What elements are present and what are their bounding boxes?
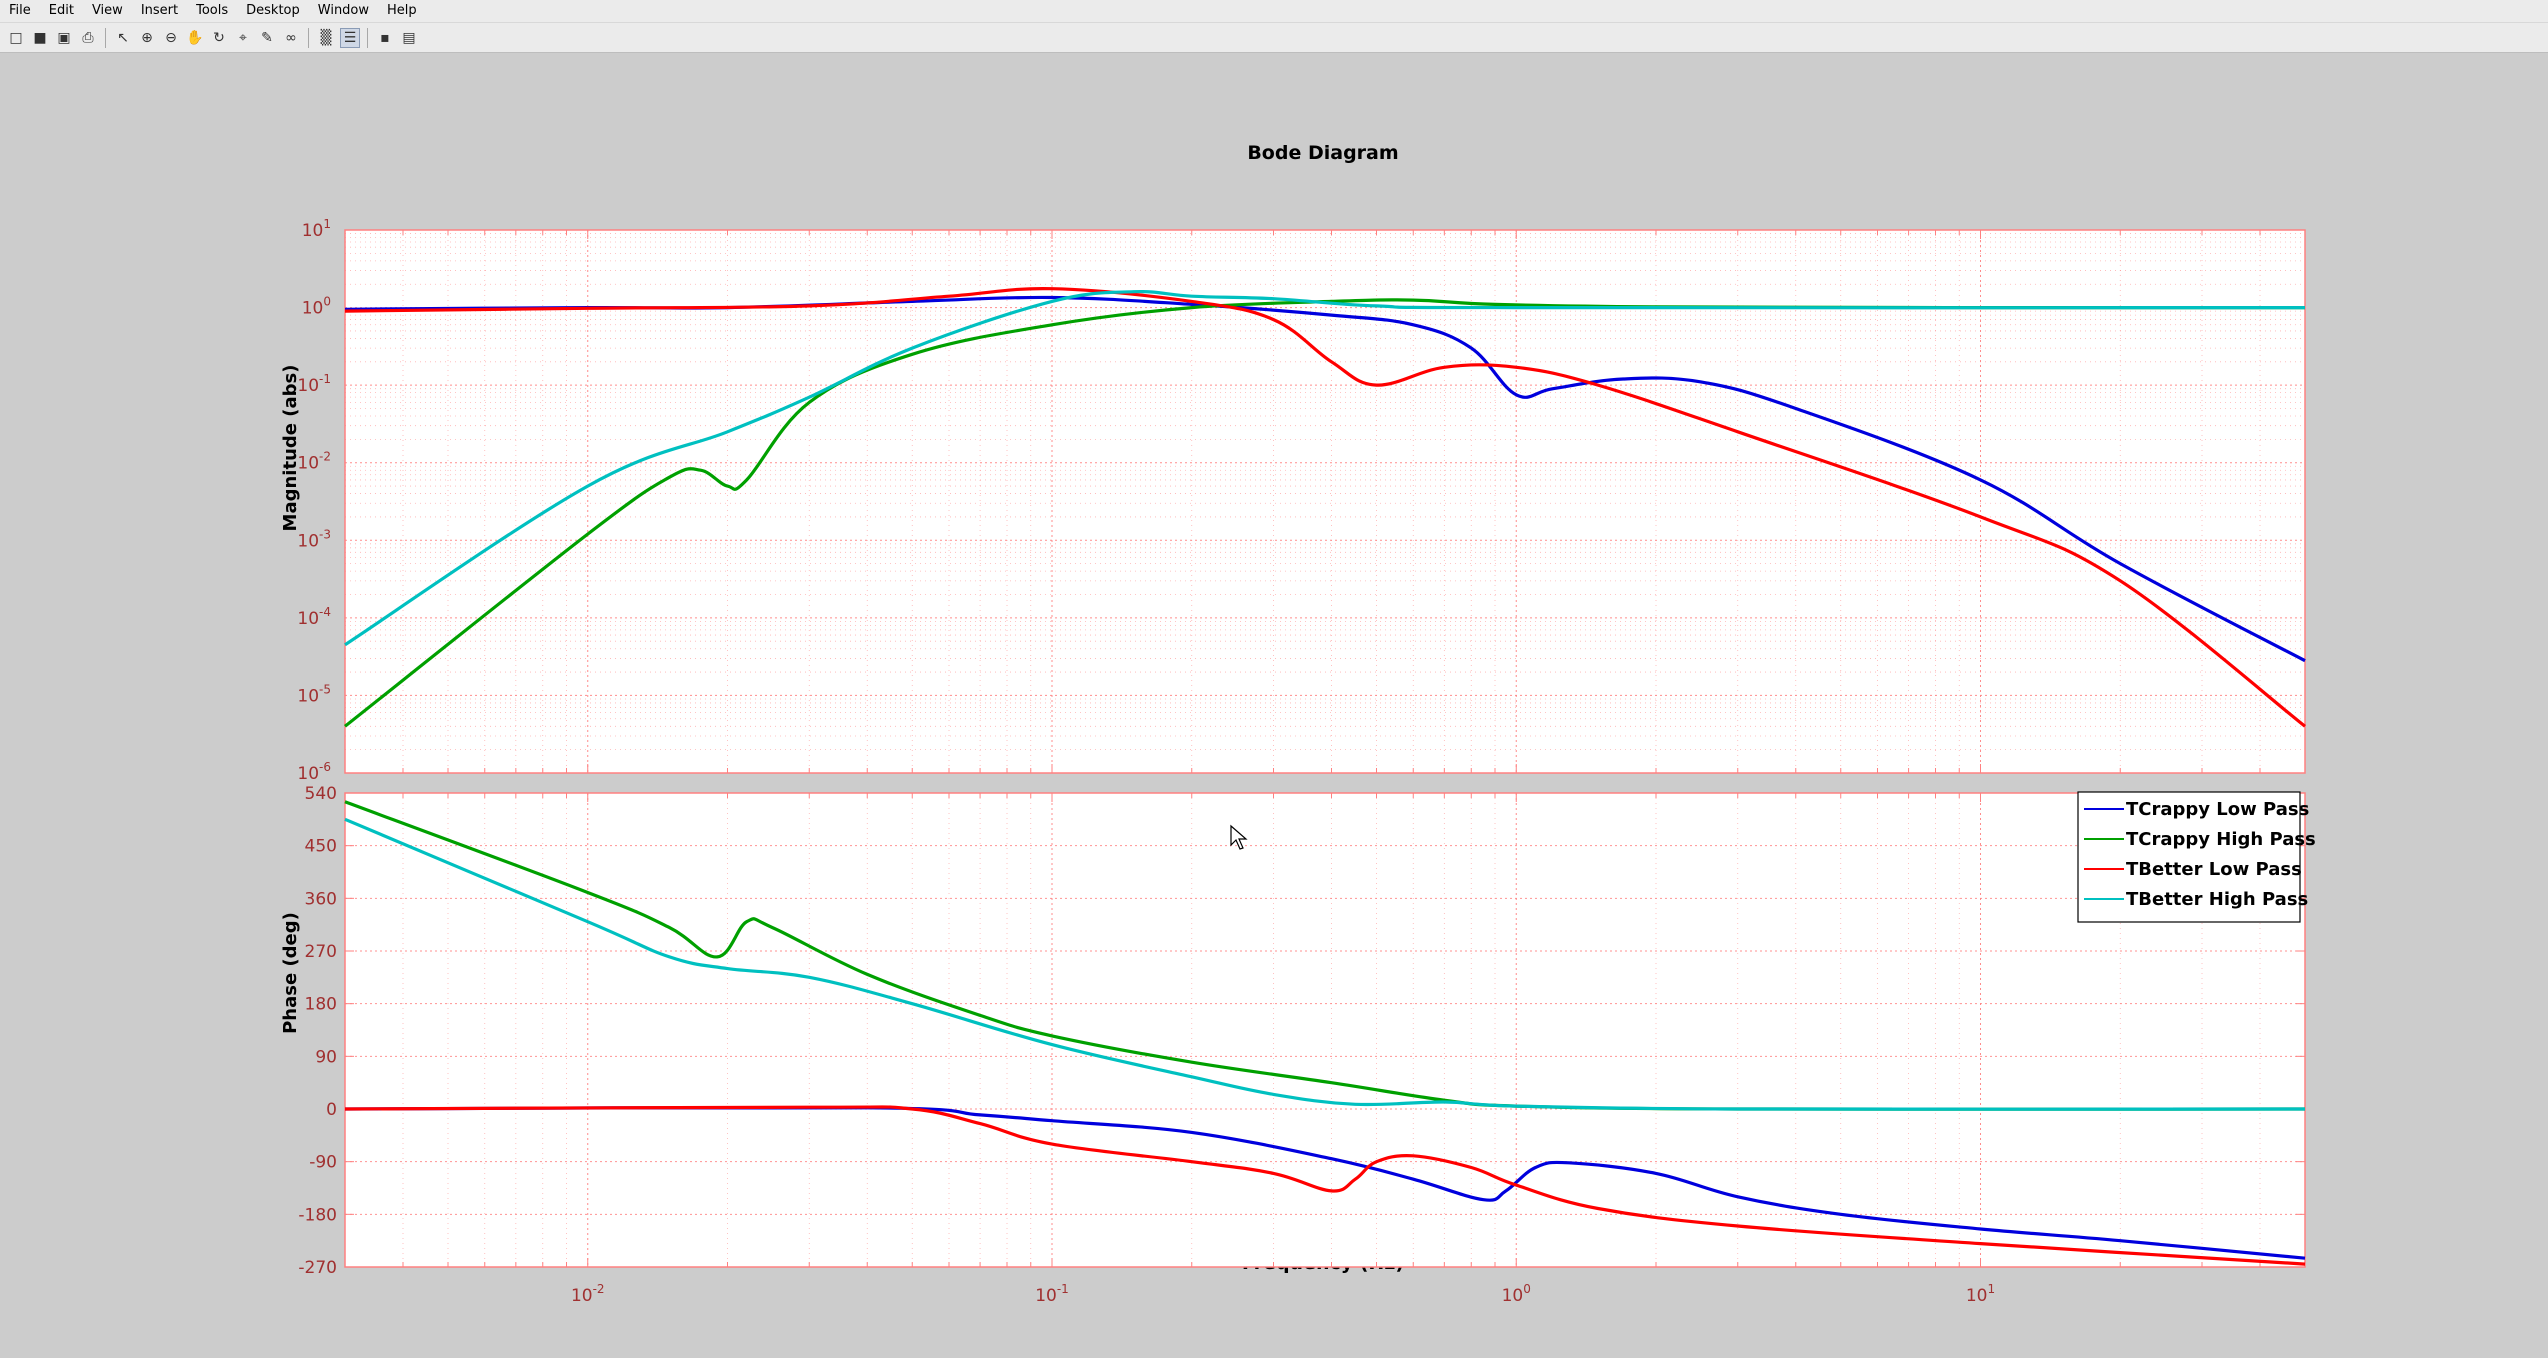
new-figure-icon[interactable]: □ [9,29,23,46]
magnitude-tick-label: 101 [302,217,331,241]
phase-tick-label: -270 [298,1258,337,1278]
legend-icon[interactable]: ☰ [340,27,360,48]
figure-canvas: Bode Diagram Frequency (Hz) Magnitude (a… [280,142,2316,1306]
phase-y-label: Phase (deg) [280,912,301,1034]
zoom-out-icon[interactable]: ⊖ [165,29,177,46]
x-tick-label: 10-1 [1035,1282,1069,1306]
data-cursor-icon[interactable]: ⌖ [239,29,247,46]
x-tick-label: 101 [1966,1282,1995,1306]
phase-tick-label: 360 [305,889,337,909]
x-tick-label: 100 [1502,1282,1531,1306]
figure-toolbar: □ ■ ▣ ⎙ ↖ ⊕ ⊖ ✋ ↻ ⌖ ✎ ∞ ▒ ☰ ▪ ▤ [0,23,2548,53]
show-plot-tools-icon[interactable]: ▤ [402,29,416,46]
magnitude-tick-label: 100 [302,295,331,319]
phase-line-tbetter-low-pass [344,1105,2306,1266]
phase-tick-label: 90 [315,1047,337,1067]
x-tick-label: 10-2 [571,1282,605,1306]
legend-entry: TBetter Low Pass [2126,859,2302,880]
magnitude-axes[interactable]: 101 100 10-1 10-2 10-3 10-4 10-5 10-6 [297,217,2306,784]
phase-tick-label: -180 [298,1205,337,1225]
open-file-icon[interactable]: ■ [33,29,47,46]
legend-entry: TCrappy High Pass [2126,829,2316,850]
menu-desktop[interactable]: Desktop [246,3,300,18]
legend-box [2077,791,2301,923]
link-plot-icon[interactable]: ∞ [285,29,297,46]
legend-entry: TBetter High Pass [2126,889,2308,910]
arrow-select-icon[interactable]: ↖ [117,29,129,46]
menu-file[interactable]: File [9,3,31,18]
magnitude-plot-area [345,230,2305,773]
phase-tick-label: 540 [305,784,337,804]
phase-plot-area [345,793,2305,1267]
legend[interactable]: TCrappy Low Pass TCrappy High Pass TBetter… [2077,791,2316,923]
menu-insert[interactable]: Insert [140,3,179,18]
magnitude-axes-box [344,229,2306,774]
phase-tick-label: 450 [305,837,337,857]
save-icon[interactable]: ▣ [57,29,71,46]
magnitude-tick-label: 10-3 [297,527,331,551]
menu-edit[interactable]: Edit [48,3,74,18]
mouse-pointer-icon [1230,824,1248,850]
rotate-icon[interactable]: ↻ [213,29,225,46]
hide-plot-tools-icon[interactable]: ▪ [380,29,390,46]
menu-tools[interactable]: Tools [196,3,229,18]
magnitude-tick-label: 10-1 [297,372,331,396]
legend-entry: TCrappy Low Pass [2126,799,2309,820]
phase-tick-label: 0 [326,1100,337,1120]
pan-icon[interactable]: ✋ [186,29,204,46]
magnitude-line-tbetter-high-pass [344,289,2306,647]
phase-line-tcrappy-low-pass [344,1105,2306,1260]
zoom-in-icon[interactable]: ⊕ [141,29,153,46]
magnitude-tick-label: 10-4 [297,605,331,629]
magnitude-tick-label: 10-6 [297,760,331,784]
menu-bar: File Edit View Insert Tools Desktop Window Help [0,0,2548,23]
magnitude-line-tbetter-low-pass [344,287,2306,728]
phase-axes[interactable]: 540 450 360 270 180 90 0 -90 -180 -270 10-2 10-1 100… [298,784,2306,1306]
brush-icon[interactable]: ✎ [261,29,273,46]
magnitude-tick-label: 10-2 [297,450,331,474]
chart-title: Bode Diagram [1247,142,1398,164]
phase-axes-box [344,792,2306,1268]
print-icon[interactable]: ⎙ [82,29,94,46]
menu-help[interactable]: Help [387,3,417,18]
phase-tick-label: 270 [305,942,337,962]
phase-line-tbetter-high-pass [344,817,2306,1111]
phase-tick-label: -90 [309,1153,337,1173]
magnitude-y-label: Magnitude (abs) [280,365,301,532]
menu-view[interactable]: View [91,3,123,18]
colorbar-icon[interactable]: ▒ [320,29,332,46]
magnitude-tick-label: 10-5 [297,682,331,706]
phase-tick-label: 180 [305,995,337,1015]
menu-window[interactable]: Window [317,3,370,18]
